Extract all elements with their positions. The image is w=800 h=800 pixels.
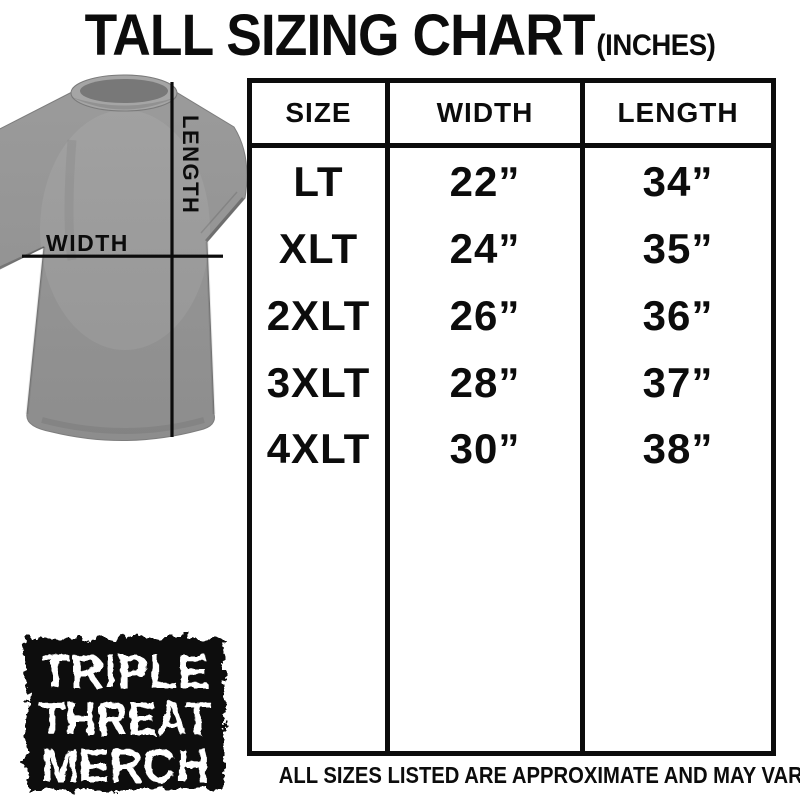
tshirt-hem-shadow: [41, 417, 205, 434]
width-axis-label: WIDTH: [46, 230, 129, 256]
page-title-main: TALL SIZING CHART: [84, 3, 596, 68]
length-cell: 36”: [642, 292, 714, 339]
size-cell: 3XLT: [266, 359, 371, 406]
header-cell-size: SIZE: [285, 97, 352, 128]
width-cell: 30”: [449, 425, 521, 472]
tshirt-side-seam-right: [205, 241, 216, 415]
size-cell: XLT: [278, 225, 359, 272]
size-cell: 4XLT: [266, 425, 371, 472]
disclaimer-text: ALL SIZES LISTED ARE APPROXIMATE AND MAY…: [278, 762, 800, 788]
tshirt-left-sleeve-seam: [0, 246, 45, 269]
table-divider-1: [385, 83, 390, 751]
width-cell: 22”: [449, 158, 521, 205]
tshirt-right-sleeve-stitch: [200, 191, 238, 234]
tshirt-collar-shadow: [71, 97, 177, 110]
length-cell: 38”: [642, 425, 714, 472]
length-measure-line: [170, 82, 174, 437]
logo-distressed-box: [21, 632, 228, 792]
width-cell: 28”: [449, 359, 521, 406]
width-cell: 26”: [449, 292, 521, 339]
tshirt-side-seam-left: [25, 246, 46, 415]
page-title-units: (INCHES): [596, 29, 716, 62]
size-cell: 2XLT: [266, 292, 371, 339]
size-table: SIZE WIDTH LENGTH LT 22” 34” XLT 24” 35”…: [247, 78, 776, 756]
logo-line-1: TRIPLE: [41, 645, 209, 698]
table-header-divider: [252, 143, 771, 148]
page-title: TALL SIZING CHART (INCHES): [32, 6, 768, 66]
length-cell: 37”: [642, 359, 714, 406]
table-divider-2: [580, 83, 585, 751]
length-cell: 35”: [642, 225, 714, 272]
length-cell: 34”: [642, 158, 714, 205]
logo-line-2: THREAT: [39, 692, 211, 745]
tshirt-fold-shadow: [64, 139, 77, 261]
length-axis-label: LENGTH: [178, 115, 203, 215]
brand-logo: TRIPLE THREAT MERCH: [21, 632, 228, 792]
tshirt-illustration: [0, 74, 248, 442]
tshirt-right-sleeve-seam: [205, 197, 244, 242]
tshirt-neck-hole: [80, 79, 168, 103]
width-measure-line: [22, 254, 223, 258]
header-cell-length: LENGTH: [617, 97, 739, 128]
size-cell: LT: [293, 158, 344, 205]
header-cell-width: WIDTH: [436, 97, 534, 128]
width-cell: 24”: [449, 225, 521, 272]
logo-line-3: MERCH: [41, 739, 209, 792]
tshirt-chest-highlight: [40, 110, 210, 350]
